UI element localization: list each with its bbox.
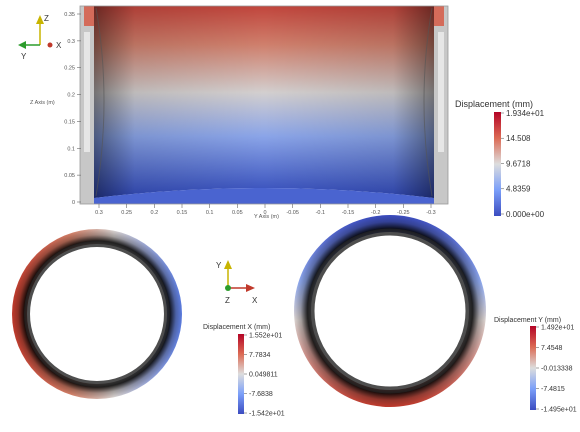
z-tick-label: 0.1 [67,146,75,152]
legend-main-label: 9.6718 [506,159,531,168]
ring-x-inner-edge [24,241,170,387]
legend-x-label: 1.552e+01 [249,332,282,339]
z-tick-label: 0 [72,200,75,206]
legend-x-label: -7.6838 [249,391,273,398]
center-x-label: X [252,296,258,305]
center-z-dot [225,285,231,291]
legend-y-colorbar [530,326,536,410]
ring-y-hole [311,232,469,390]
legend-main-title: Displacement (mm) [455,99,533,109]
y-arrowhead-icon [18,41,26,49]
y-axis-ticks: 0.3 0.25 0.2 0.15 0.1 0.05 0 -0.05 -0.1 -0.15 -0.2… [95,204,436,216]
y-tick-label: 0.25 [121,210,132,216]
plot-frame [79,5,449,205]
legend-x-label: -1.542e+01 [249,410,285,417]
top-cylinder-view[interactable] [79,5,449,205]
orientation-widget-top: Z Y X [18,14,62,61]
legend-y-label: 1.492e+01 [541,324,574,331]
y-tick-label: -0.1 [316,210,325,216]
x-axis-dot [47,42,53,48]
center-y-label: Y [216,261,222,270]
ring-displacement-x[interactable] [12,229,182,399]
z-label: Z [44,14,49,23]
y-tick-label: -0.25 [397,210,410,216]
ring-displacement-y[interactable] [294,215,486,407]
y-tick-label: 0.2 [151,210,159,216]
legend-x: Displacement X (mm) 1.552e+01 7.7834 0.049… [203,324,285,417]
legend-main-label: 4.8359 [506,185,531,194]
z-axis-ticks: 0.35 0.3 0.25 0.2 0.15 0.1 0.05 0 [64,12,81,206]
legend-main-label: 0.000e+00 [506,210,545,219]
y-tick-label: 0.1 [206,210,214,216]
z-tick-label: 0.3 [67,39,75,45]
legend-y-title: Displacement Y (mm) [494,317,561,324]
right-inner-edge [423,7,433,197]
y-tick-label: 0 [263,210,266,216]
bottom-rim [94,188,434,204]
x-label: X [56,41,62,50]
center-x-arrowhead-icon [246,284,255,292]
legend-y-label: -0.013338 [541,365,573,372]
z-tick-label: 0.2 [67,93,75,99]
legend-x-label: 7.7834 [249,352,271,359]
y-tick-label: -0.05 [286,210,299,216]
legend-y-label: 7.4548 [541,345,563,352]
center-y-arrowhead-icon [224,260,232,269]
z-arrowhead-icon [36,15,44,24]
y-label: Y [21,52,27,61]
legend-main-colorbar [494,112,501,216]
left-frame-highlight [84,32,90,152]
legend-y-label: -7.4815 [541,386,565,393]
orientation-widget-center: Y Z X [216,260,258,305]
y-tick-label: 0.3 [95,210,103,216]
legend-main: Displacement (mm) 1.934e+01 14.508 9.6718 4… [455,99,545,219]
legend-x-title: Displacement X (mm) [203,324,270,331]
ring-x-hole [27,244,167,384]
z-axis-label: Z Axis (m) [30,100,55,106]
legend-main-label: 1.934e+01 [506,109,545,118]
right-frame-highlight [438,32,444,152]
z-tick-label: 0.15 [64,119,75,125]
y-axis-label: Y Axis (m) [254,214,279,220]
center-z-label: Z [225,296,230,305]
y-tick-label: 0.05 [232,210,243,216]
y-tick-label: -0.15 [342,210,355,216]
z-tick-label: 0.35 [64,12,75,18]
surface-shading [94,6,434,198]
left-inner-edge [95,7,105,197]
legend-x-colorbar [238,334,244,414]
legend-main-label: 14.508 [506,134,531,143]
z-tick-label: 0.05 [64,173,75,179]
y-tick-label: -0.2 [371,210,380,216]
legend-y-label: -1.495e+01 [541,406,577,413]
legend-y: Displacement Y (mm) 1.492e+01 7.4548 -0.01… [494,317,577,413]
z-tick-label: 0.25 [64,66,75,72]
legend-x-label: 0.049811 [249,371,278,378]
y-tick-label: 0.15 [177,210,188,216]
ring-y-inner-edge [307,228,473,394]
y-tick-label: -0.3 [426,210,435,216]
